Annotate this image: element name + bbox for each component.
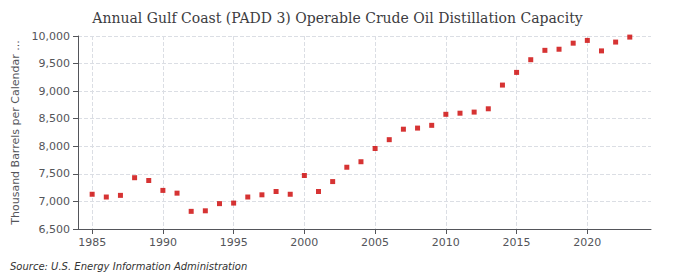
svg-text:7,500: 7,500 (39, 167, 71, 180)
svg-text:2005: 2005 (361, 236, 389, 249)
svg-text:2010: 2010 (432, 236, 460, 249)
svg-text:10,000: 10,000 (32, 30, 71, 43)
svg-text:7,000: 7,000 (39, 195, 71, 208)
svg-text:1990: 1990 (149, 236, 177, 249)
svg-text:9,500: 9,500 (39, 57, 71, 70)
svg-text:2015: 2015 (503, 236, 531, 249)
svg-text:1995: 1995 (220, 236, 248, 249)
svg-text:8,500: 8,500 (39, 112, 71, 125)
svg-text:1985: 1985 (78, 236, 106, 249)
svg-text:6,500: 6,500 (39, 223, 71, 236)
svg-text:9,000: 9,000 (39, 85, 71, 98)
svg-text:Thousand Barrels per Calendar: Thousand Barrels per Calendar ... (9, 40, 22, 225)
svg-text:2020: 2020 (573, 236, 601, 249)
svg-text:Source: U.S. Energy Informatio: Source: U.S. Energy Information Administ… (10, 261, 247, 272)
svg-text:8,000: 8,000 (39, 140, 71, 153)
svg-text:Annual Gulf Coast (PADD 3) Ope: Annual Gulf Coast (PADD 3) Operable Crud… (91, 10, 582, 26)
svg-text:2000: 2000 (290, 236, 318, 249)
